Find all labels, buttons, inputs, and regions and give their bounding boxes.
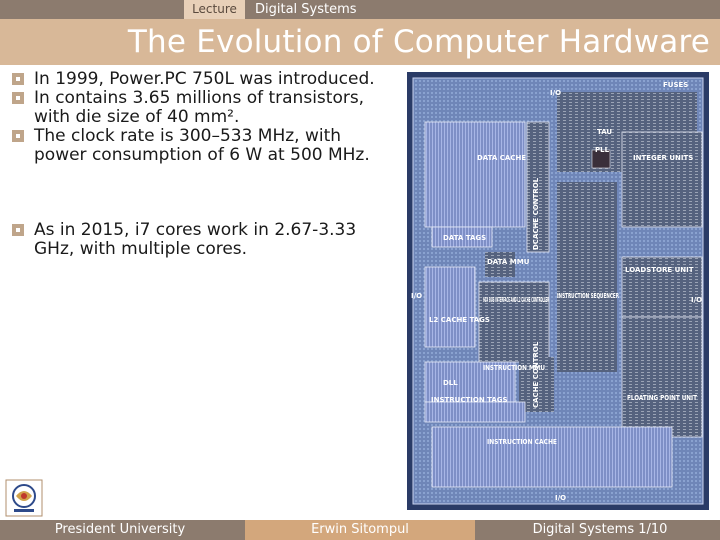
bullet-marker-icon: [12, 73, 24, 85]
die-label-floating-point-unit: FLOATING POINT UNIT: [627, 394, 697, 402]
die-label-instruction-sequencer: INSTRUCTION SEQUENCER: [557, 292, 619, 300]
die-diagram: I/O FUSES TAU DATA CACHE PLL INTEGER UNI…: [407, 72, 709, 510]
die-label-io-bottom: I/O: [555, 494, 566, 502]
die-label-bus-interface: 60X BUS INTERFACE AND L2 CACHE CONTROLLE…: [483, 296, 549, 304]
course-label: Digital Systems: [255, 2, 357, 17]
bullet-text: In contains 3.65 millions of transistors…: [34, 88, 365, 127]
die-label-tau: TAU: [597, 128, 612, 136]
die-label-dll: DLL: [443, 379, 458, 387]
die-label-fuses: FUSES: [663, 81, 688, 89]
bullet-marker-icon: [12, 224, 24, 236]
die-label-integer-units: INTEGER UNITS: [633, 154, 693, 162]
bullet-item: The clock rate is 300–533 MHz, with powe…: [12, 127, 397, 165]
footer-bar: President University Erwin Sitompul Digi…: [0, 520, 720, 540]
slide-title: The Evolution of Computer Hardware: [127, 24, 710, 60]
die-label-instruction-cache: INSTRUCTION CACHE: [487, 438, 557, 446]
bullet-text: As in 2015, i7 cores work in 2.67-3.33 G…: [34, 220, 357, 259]
die-label-data-cache: DATA CACHE: [477, 154, 526, 162]
die-label-cache-control: CACHE CONTROL: [532, 341, 540, 408]
footer-institution: President University: [54, 522, 186, 537]
die-label-l2-cache-tags: L2 CACHE TAGS: [429, 316, 490, 324]
bullet-list: In 1999, Power.PC 750L was introduced. I…: [12, 70, 397, 259]
footer-page: Digital Systems 1/10: [532, 522, 668, 537]
bullet-item: In 1999, Power.PC 750L was introduced.: [12, 70, 397, 89]
bullet-text: In 1999, Power.PC 750L was introduced.: [34, 69, 375, 89]
bullet-item: In contains 3.65 millions of transistors…: [12, 89, 397, 127]
die-label-data-mmu: DATA MMU: [487, 258, 530, 266]
die-label-io-right: I/O: [691, 296, 702, 304]
bullet-text: The clock rate is 300–533 MHz, with powe…: [34, 126, 370, 165]
top-strip: Lecture Digital Systems: [0, 0, 720, 19]
die-label-loadstore-unit: LOADSTORE UNIT: [625, 266, 694, 274]
powerpc-die-image: I/O FUSES TAU DATA CACHE PLL INTEGER UNI…: [407, 72, 709, 510]
title-band: The Evolution of Computer Hardware: [0, 19, 720, 65]
lecture-tab: Lecture: [184, 0, 245, 19]
bullet-marker-icon: [12, 130, 24, 142]
university-logo-icon: [5, 479, 43, 517]
die-label-instruction-tags: INSTRUCTION TAGS: [431, 396, 508, 404]
die-label-data-tags: DATA TAGS: [443, 234, 486, 242]
bullet-marker-icon: [12, 92, 24, 104]
die-label-pll: PLL: [595, 146, 610, 154]
die-label-dcache-control: DCACHE CONTROL: [532, 177, 540, 250]
bullet-item: As in 2015, i7 cores work in 2.67-3.33 G…: [12, 221, 397, 259]
die-label-io-left: I/O: [411, 292, 422, 300]
footer-author: Erwin Sitompul: [245, 520, 475, 540]
die-label-io-top: I/O: [550, 89, 561, 97]
die-label-instruction-mmu: INSTRUCTION MMU: [483, 364, 545, 372]
